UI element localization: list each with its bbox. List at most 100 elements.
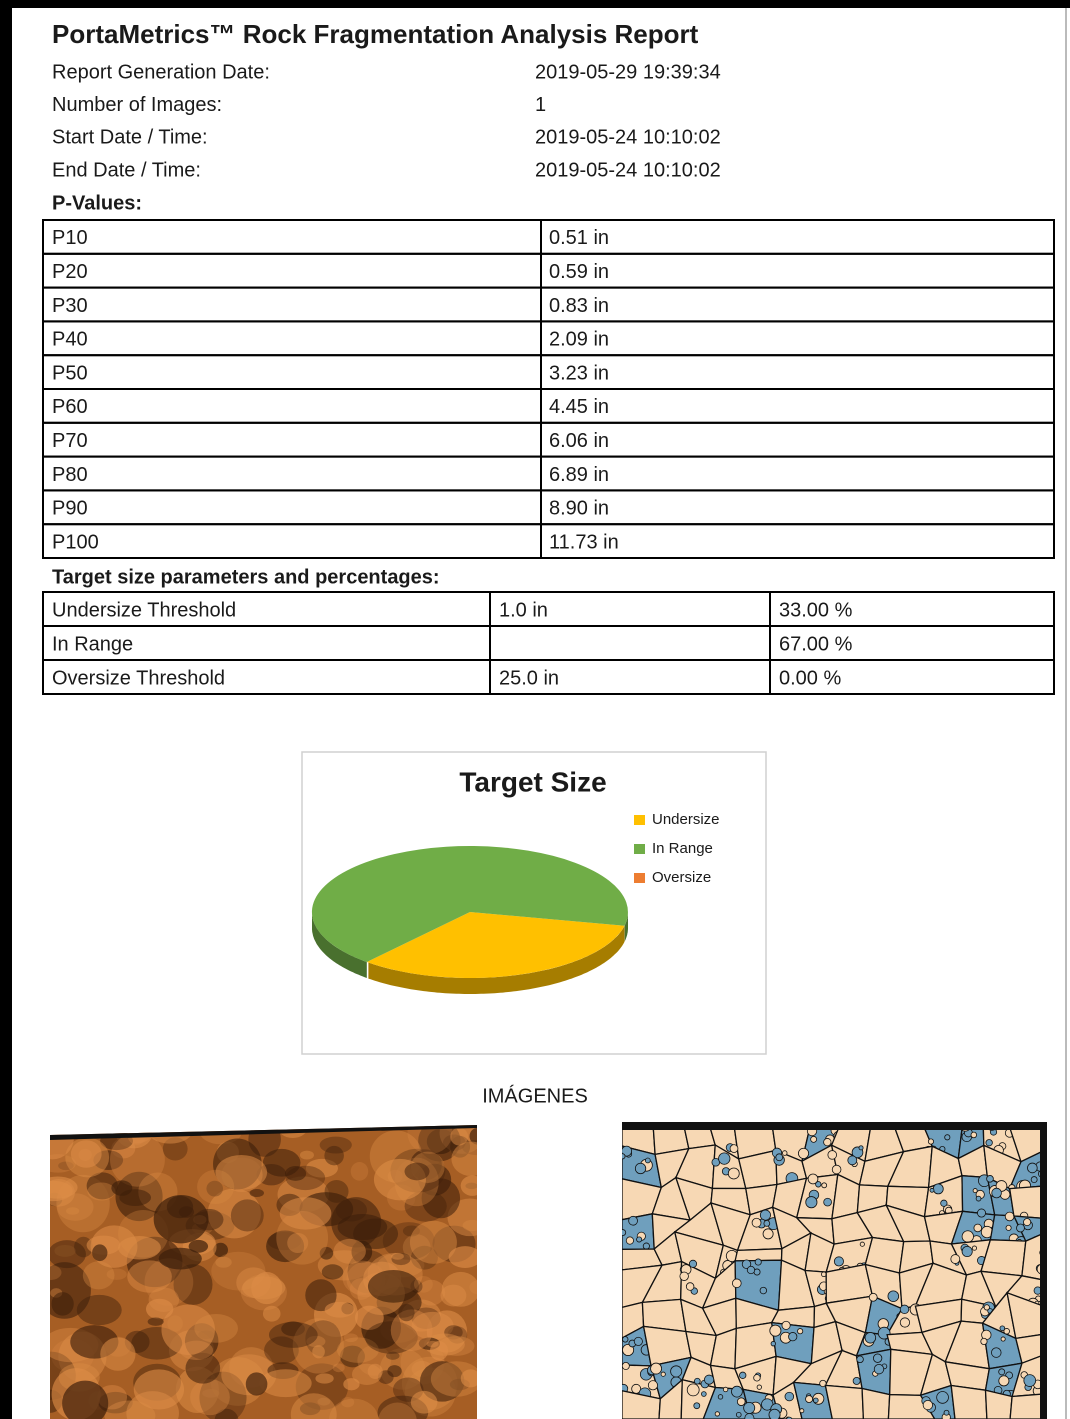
photo-texture xyxy=(378,1402,417,1419)
photo-texture xyxy=(305,1279,337,1312)
photo-texture xyxy=(391,1252,404,1260)
photo-texture xyxy=(462,1219,477,1232)
fine-segment xyxy=(944,1134,951,1141)
photo-texture xyxy=(324,1145,344,1166)
legend-label: Undersize xyxy=(652,811,720,828)
fine-segment xyxy=(998,1368,1006,1376)
photo-texture xyxy=(50,1154,77,1173)
pie-slice xyxy=(311,846,628,962)
table-cell xyxy=(540,455,1055,492)
photo-texture xyxy=(386,1351,400,1360)
photo-texture xyxy=(450,1127,469,1146)
fine-segment xyxy=(991,1187,1002,1199)
fine-segment xyxy=(899,1304,910,1315)
cell-text: 25.0 in xyxy=(499,667,559,689)
photo-texture xyxy=(460,1369,477,1388)
fine-segment xyxy=(821,1182,828,1189)
photo-texture xyxy=(147,1317,164,1326)
segment xyxy=(1008,1185,1047,1220)
fine-segment xyxy=(693,1402,701,1410)
photo-texture xyxy=(109,1132,165,1187)
cell-text: 11.73 in xyxy=(549,531,619,553)
table-cell xyxy=(489,625,771,661)
fine-segment xyxy=(622,1343,635,1356)
cell-text: 8.90 in xyxy=(549,498,609,520)
fine-segment xyxy=(980,1337,988,1345)
photo-texture xyxy=(417,1279,446,1306)
photo-texture xyxy=(402,1225,420,1237)
photo-texture xyxy=(411,1311,454,1340)
fine-segment xyxy=(743,1401,756,1414)
photo-texture xyxy=(357,1345,392,1376)
cell-text: Oversize Threshold xyxy=(52,667,225,689)
photo-texture xyxy=(440,1284,467,1307)
segment xyxy=(1009,1393,1047,1419)
photo-texture xyxy=(409,1220,457,1264)
photo-texture xyxy=(367,1270,419,1303)
photo-texture xyxy=(179,1340,214,1360)
fine-segment xyxy=(731,1385,743,1398)
fine-segment xyxy=(813,1397,819,1404)
fine-segment xyxy=(973,1223,982,1233)
fine-segment xyxy=(1023,1374,1037,1387)
photo-texture xyxy=(382,1222,435,1260)
cell-text: 6.89 in xyxy=(549,464,609,486)
photo-texture xyxy=(469,1280,477,1295)
table-cell xyxy=(540,320,1055,357)
fine-segment xyxy=(971,1245,978,1251)
photo-texture xyxy=(207,1188,261,1239)
photo-texture xyxy=(268,1321,318,1348)
pie-slice xyxy=(366,912,625,979)
photo-texture xyxy=(329,1398,379,1419)
fine-segment xyxy=(717,1394,724,1400)
fine-segment xyxy=(932,1183,944,1195)
table-cell xyxy=(42,455,542,492)
fine-segment xyxy=(754,1258,762,1266)
photo-texture xyxy=(367,1363,383,1379)
fine-segment xyxy=(722,1386,729,1393)
fine-segment xyxy=(940,1199,948,1207)
cell-text: 0.59 in xyxy=(549,261,609,283)
fine-segment xyxy=(686,1383,700,1397)
photo-texture xyxy=(410,1390,438,1414)
photo-texture xyxy=(58,1161,74,1171)
fine-segment xyxy=(660,1371,666,1377)
fine-segment xyxy=(727,1167,740,1180)
fine-segment xyxy=(819,1379,827,1388)
fine-segment xyxy=(704,1374,715,1385)
segment xyxy=(1006,1291,1047,1340)
photo-texture xyxy=(281,1321,305,1337)
photo-texture xyxy=(460,1175,477,1196)
photo-texture xyxy=(50,1264,62,1281)
photo-texture xyxy=(185,1352,221,1384)
photo-texture xyxy=(324,1301,355,1318)
info-label: End Date / Time: xyxy=(52,159,201,181)
section-title: Target size parameters and percentages: xyxy=(52,566,440,588)
cell-text: 3.23 in xyxy=(549,362,609,384)
photo-texture xyxy=(214,1408,239,1419)
table-cell xyxy=(42,354,542,391)
photo-texture xyxy=(92,1244,108,1262)
photo-texture xyxy=(387,1365,402,1378)
table-cell xyxy=(769,659,1055,695)
fine-segment xyxy=(823,1138,832,1147)
cell-text: P10 xyxy=(52,227,88,249)
cell-text: P70 xyxy=(52,430,88,452)
fine-segment xyxy=(985,1139,993,1147)
photo-texture xyxy=(51,1292,74,1316)
segment xyxy=(1007,1122,1047,1163)
fine-segment xyxy=(781,1320,791,1330)
fine-segment xyxy=(823,1197,832,1207)
photo-texture xyxy=(148,1287,180,1312)
photo-texture xyxy=(333,1238,366,1264)
info-value: 1 xyxy=(535,94,546,116)
fine-segment xyxy=(753,1374,761,1382)
photo-texture xyxy=(213,1242,229,1258)
fine-segment xyxy=(768,1408,781,1419)
photo-texture xyxy=(398,1303,415,1322)
fine-segment xyxy=(887,1290,900,1302)
fine-segment xyxy=(670,1365,683,1378)
fine-segment xyxy=(922,1399,933,1411)
